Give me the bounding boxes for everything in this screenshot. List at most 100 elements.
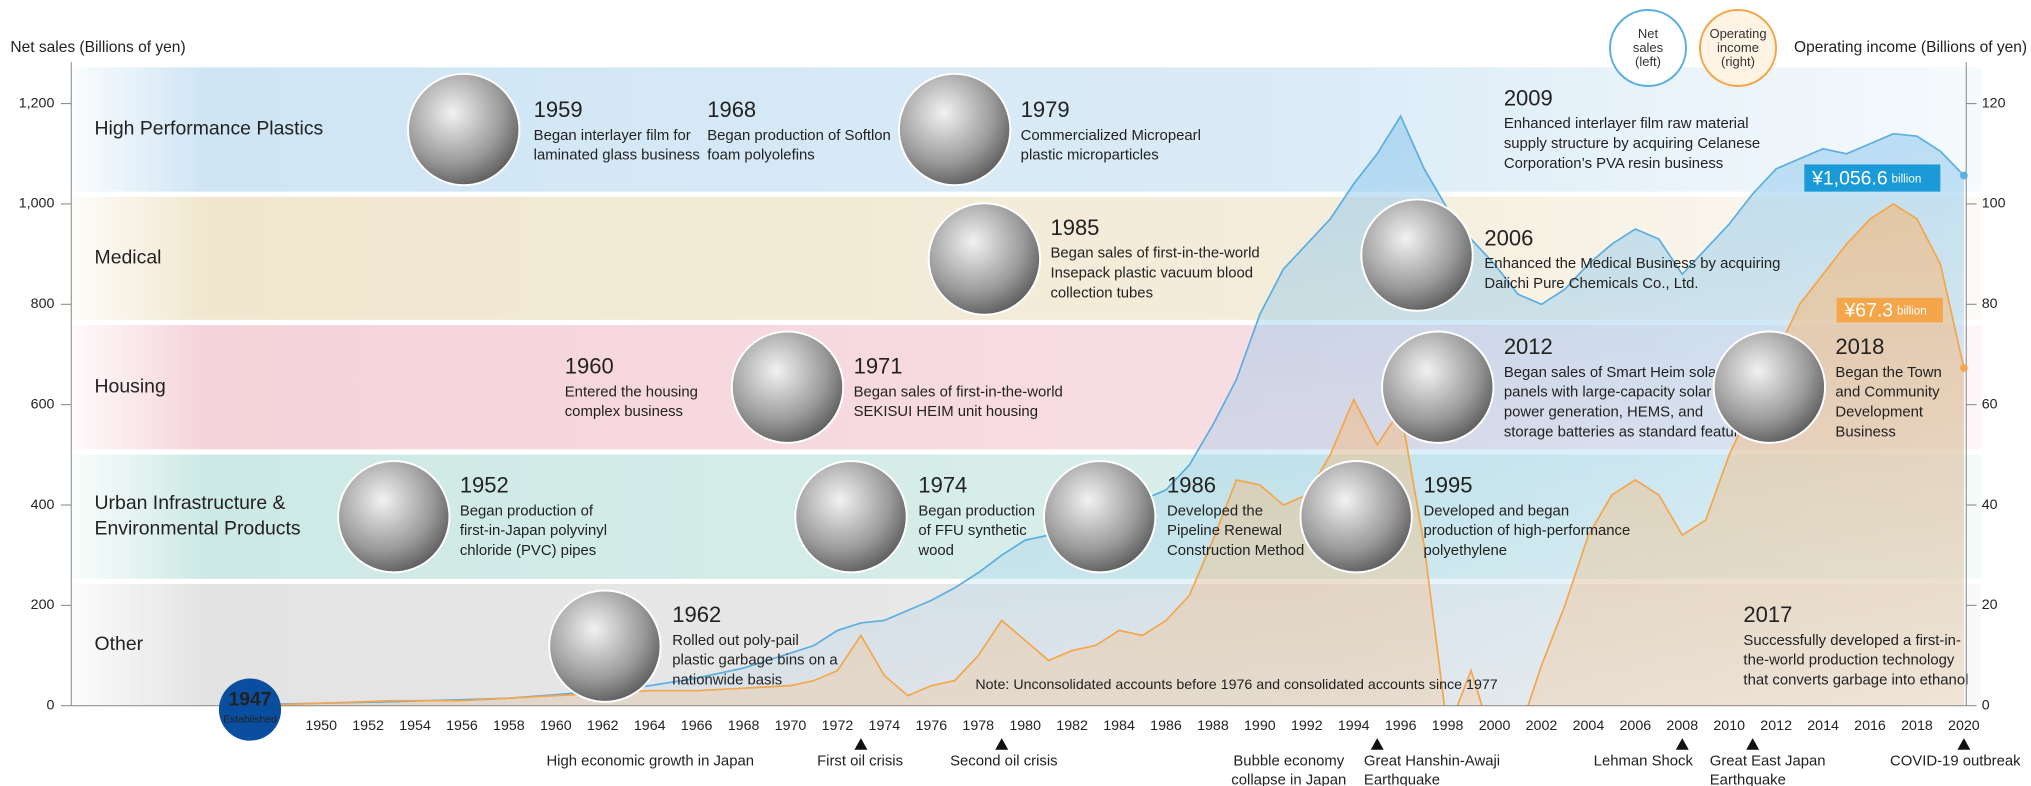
milestone-text: panels with large-capacity solar xyxy=(1504,385,1712,401)
milestone-text: Began production xyxy=(918,503,1035,519)
x-tick-label: 1994 xyxy=(1338,718,1370,734)
photo xyxy=(408,74,519,185)
x-tick-label: 2010 xyxy=(1713,718,1745,734)
legend-item: Net sales (left) xyxy=(1609,9,1687,87)
x-tick-label: 1958 xyxy=(493,718,525,734)
y2-tick-label: 120 xyxy=(1982,95,2006,111)
milestone-text: and Community xyxy=(1835,385,1940,401)
milestone-text: Began the Town xyxy=(1835,365,1941,381)
x-tick-label: 1992 xyxy=(1291,718,1323,734)
event-marker xyxy=(854,738,867,750)
chart: High Performance PlasticsMedicalHousingU… xyxy=(0,0,2031,786)
milestone-text: of FFU synthetic xyxy=(918,523,1027,539)
milestone-text: production of high-performance xyxy=(1424,523,1631,539)
x-tick-label: 2018 xyxy=(1901,718,1933,734)
photo xyxy=(1361,199,1472,310)
x-tick-label: 1990 xyxy=(1244,718,1276,734)
milestone-year: 1952 xyxy=(460,473,509,498)
milestone-text: Successfully developed a first-in- xyxy=(1743,633,1961,649)
event-label: Great Hanshin-Awaji xyxy=(1364,753,1500,769)
band-label: Other xyxy=(95,633,144,655)
x-tick-label: 1988 xyxy=(1197,718,1229,734)
y2-tick-label: 100 xyxy=(1982,196,2006,212)
established-year: 1947 xyxy=(228,689,271,711)
badge-amount: ¥67.3 xyxy=(1843,300,1893,322)
milestone-text: Rolled out poly-pail xyxy=(672,633,799,649)
milestone-year: 1979 xyxy=(1021,97,1070,122)
milestone-text: Began sales of first-in-the-world xyxy=(854,384,1063,400)
milestone-text: that converts garbage into ethanol xyxy=(1743,673,1968,689)
event-marker xyxy=(1676,738,1689,750)
photo xyxy=(549,590,660,701)
milestone-text: Commercialized Micropearl xyxy=(1021,128,1201,144)
event-marker xyxy=(1957,738,1970,750)
milestone-text: Daiichi Pure Chemicals Co., Ltd. xyxy=(1484,276,1698,292)
event-label: collapse in Japan xyxy=(1231,773,1346,786)
x-tick-label: 2016 xyxy=(1854,718,1886,734)
x-tick-label: 1956 xyxy=(446,718,478,734)
milestone-text: wood xyxy=(917,543,954,559)
milestone-text: Business xyxy=(1835,424,1895,440)
x-tick-label: 1984 xyxy=(1103,718,1135,734)
x-tick-label: 2020 xyxy=(1948,718,1980,734)
band-label: Medical xyxy=(95,246,162,268)
y-tick-label: 400 xyxy=(31,497,55,513)
band-label: Housing xyxy=(95,375,166,397)
milestone-text: first-in-Japan polyvinyl xyxy=(460,523,607,539)
event-label: COVID-19 outbreak xyxy=(1890,753,2021,769)
event-label: Bubble economy xyxy=(1233,753,1344,769)
milestone-text: laminated glass business xyxy=(534,148,700,164)
y-tick-label: 200 xyxy=(31,597,55,613)
milestone-text: Began production of xyxy=(460,503,594,519)
x-tick-label: 1980 xyxy=(1009,718,1041,734)
x-tick-label: 1978 xyxy=(962,718,994,734)
milestone-text: Enhanced the Medical Business by acquiri… xyxy=(1484,256,1780,272)
y-tick-label: 1,200 xyxy=(19,95,55,111)
milestone-year: 1959 xyxy=(534,97,583,122)
badge-amount: ¥1,056.6 xyxy=(1811,167,1888,189)
x-tick-label: 2014 xyxy=(1807,718,1839,734)
end-point xyxy=(1960,364,1968,372)
y2-tick-label: 20 xyxy=(1982,597,1998,613)
x-tick-label: 1970 xyxy=(775,718,807,734)
band-label: High Performance Plastics xyxy=(95,118,324,140)
milestone-year: 1960 xyxy=(565,354,614,379)
photo xyxy=(795,461,906,572)
established-label: Established xyxy=(223,715,277,726)
photo xyxy=(338,461,449,572)
milestone-year: 1968 xyxy=(707,97,756,122)
milestone-year: 2018 xyxy=(1835,334,1884,359)
milestone-text: Began production of Softlon xyxy=(707,128,891,144)
note: Note: Unconsolidated accounts before 197… xyxy=(975,677,1497,693)
milestone-text: chloride (PVC) pipes xyxy=(460,543,596,559)
x-tick-label: 1986 xyxy=(1150,718,1182,734)
legend-item: Operating income (right) xyxy=(1699,9,1777,87)
milestone-year: 2009 xyxy=(1504,86,1553,111)
event-label: Earthquake xyxy=(1710,773,1786,786)
milestone-text: nationwide basis xyxy=(672,673,782,689)
milestone-text: Pipeline Renewal xyxy=(1167,523,1282,539)
event-label: Great East Japan xyxy=(1710,753,1826,769)
x-tick-label: 1972 xyxy=(822,718,854,734)
milestone-year: 2017 xyxy=(1743,602,1792,627)
milestone-year: 1974 xyxy=(918,473,967,498)
milestone-year: 2012 xyxy=(1504,334,1553,359)
x-tick-label: 1954 xyxy=(399,718,431,734)
photo xyxy=(732,331,843,442)
x-tick-label: 2000 xyxy=(1479,718,1511,734)
x-tick-label: 1960 xyxy=(540,718,572,734)
x-tick-label: 1964 xyxy=(634,718,666,734)
x-tick-label: 2002 xyxy=(1526,718,1558,734)
x-tick-label: 1998 xyxy=(1432,718,1464,734)
y2-axis-title: Operating income (Billions of yen) xyxy=(1794,39,2027,56)
milestone-year: 1986 xyxy=(1167,473,1216,498)
event-marker xyxy=(995,738,1008,750)
milestone-text: the-world production technology xyxy=(1743,653,1954,669)
y2-tick-label: 60 xyxy=(1982,396,1998,412)
page: High Performance PlasticsMedicalHousingU… xyxy=(0,0,2031,786)
event-marker xyxy=(1371,738,1384,750)
photo xyxy=(899,74,1010,185)
x-tick-label: 1968 xyxy=(728,718,760,734)
x-tick-label: 1996 xyxy=(1385,718,1417,734)
milestone-year: 1985 xyxy=(1050,215,1099,240)
